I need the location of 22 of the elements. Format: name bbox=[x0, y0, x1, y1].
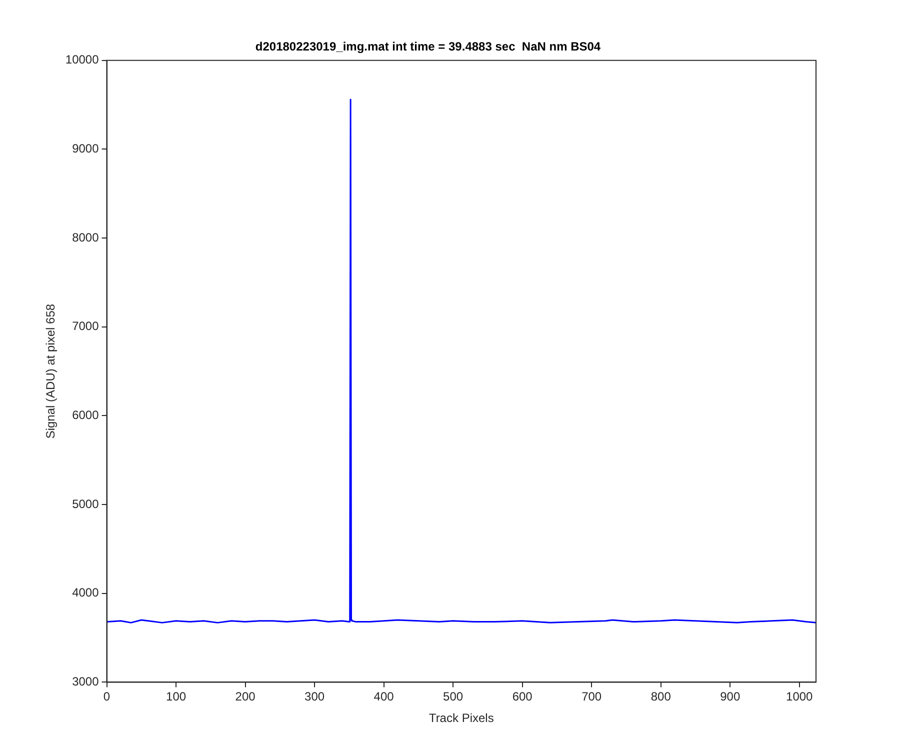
y-tick-label: 8000 bbox=[72, 230, 100, 244]
x-axis-title: Track Pixels bbox=[428, 711, 494, 726]
x-tick-label: 700 bbox=[582, 690, 602, 704]
y-tick-label: 7000 bbox=[72, 319, 100, 334]
x-tick-label: 500 bbox=[443, 690, 464, 704]
x-tick-label: 800 bbox=[650, 690, 672, 704]
x-tick-label: 300 bbox=[304, 690, 325, 704]
x-tick-label: 400 bbox=[374, 690, 394, 704]
y-tick-label: 4000 bbox=[72, 586, 100, 600]
chart-title: d20180223019_img.mat int time = 39.4883 sec NaN nm BS04 bbox=[255, 40, 601, 54]
y-tick-label: 3000 bbox=[72, 674, 100, 689]
x-tick-label: 100 bbox=[166, 690, 186, 704]
x-tick-label: 0 bbox=[103, 690, 110, 704]
y-tick-label: 10000 bbox=[65, 52, 100, 67]
x-tick-label: 200 bbox=[235, 690, 256, 704]
y-axis-title: Signal (ADU) at pixel 658 bbox=[44, 304, 58, 439]
x-tick-label: 1000 bbox=[786, 690, 814, 704]
y-tick-label: 5000 bbox=[72, 496, 100, 511]
y-tick-label: 9000 bbox=[72, 142, 100, 156]
x-tick-label: 900 bbox=[720, 690, 740, 704]
x-tick-label: 600 bbox=[512, 690, 533, 704]
y-tick-label: 6000 bbox=[72, 408, 100, 422]
